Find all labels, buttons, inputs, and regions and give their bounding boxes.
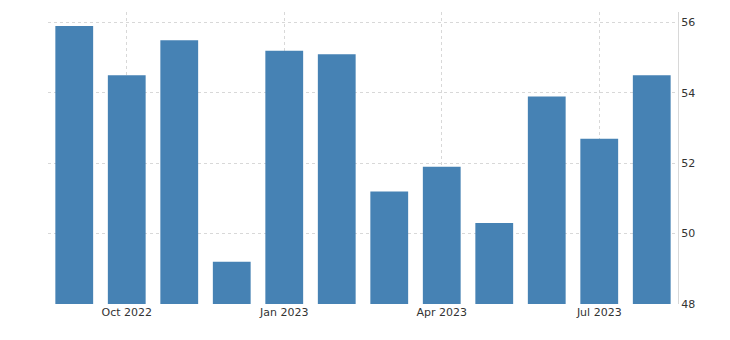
svg-text:54: 54 — [681, 87, 695, 100]
svg-text:50: 50 — [681, 227, 695, 240]
svg-text:52: 52 — [681, 157, 695, 170]
svg-text:Apr 2023: Apr 2023 — [416, 306, 467, 319]
svg-text:48: 48 — [681, 298, 695, 311]
svg-text:Oct 2022: Oct 2022 — [101, 306, 152, 319]
svg-text:Jan 2023: Jan 2023 — [259, 306, 308, 319]
svg-text:56: 56 — [681, 16, 695, 29]
svg-text:Jul 2023: Jul 2023 — [576, 306, 622, 319]
